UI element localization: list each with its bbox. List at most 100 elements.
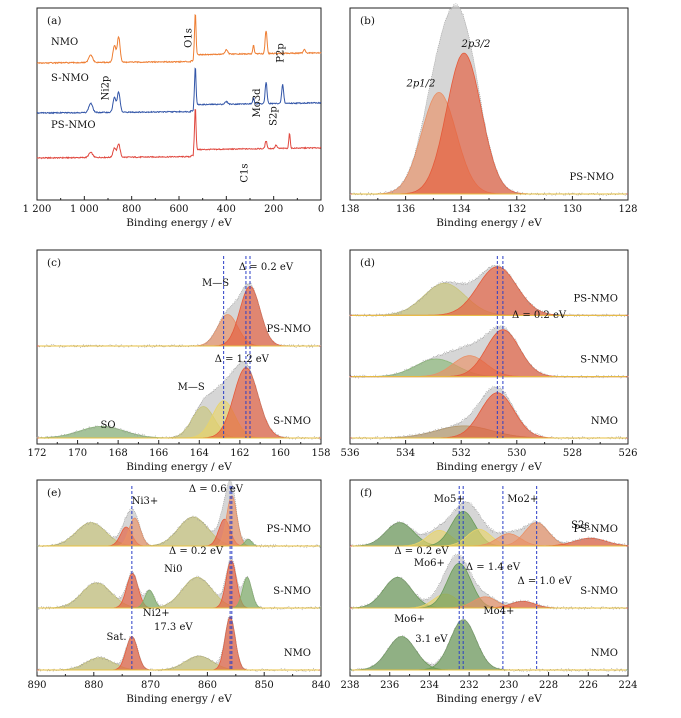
x-tick-label: 170 <box>68 448 87 459</box>
species-label: M—S <box>202 278 229 289</box>
peak-label: Mo3d <box>252 88 263 118</box>
x-tick-label: 236 <box>380 680 399 691</box>
series-label: NMO <box>591 648 618 659</box>
survey-line <box>36 13 322 65</box>
series-label: PS-NMO <box>266 524 311 535</box>
plot-frame <box>36 479 322 677</box>
x-tick-label: 870 <box>141 680 160 691</box>
x-axis-label: Binding energy / eV <box>436 217 542 229</box>
x-tick-label: 224 <box>618 680 637 691</box>
x-axis-label: Binding energy / eV <box>126 217 232 229</box>
species-label: Mo6+ <box>394 614 425 625</box>
series-label: NMO <box>284 648 311 659</box>
series-label: S-NMO <box>580 586 618 597</box>
peak-label: S2p <box>269 106 280 126</box>
species-label: Mo6+ <box>414 558 445 569</box>
x-tick-label: 1 000 <box>70 204 99 215</box>
x-tick-label: 526 <box>618 448 637 459</box>
component-peak <box>350 392 628 439</box>
panel-label: (f) <box>360 487 372 499</box>
component-peak <box>349 266 629 316</box>
x-tick-label: 1 200 <box>23 204 52 215</box>
delta-label: Δ = 1.0 eV <box>518 576 573 587</box>
raw-data <box>349 264 629 318</box>
peak-label: Ni2p <box>100 76 111 101</box>
raw-data <box>36 480 322 549</box>
x-tick-label: 530 <box>507 448 526 459</box>
delta-label: Δ = 1.4 eV <box>466 562 521 573</box>
panel-label: (b) <box>360 15 375 27</box>
series-label: NMO <box>591 416 618 427</box>
raw-data <box>349 618 629 673</box>
component-peak <box>37 367 321 439</box>
x-tick-label: 130 <box>563 204 582 215</box>
series-label: PS-NMO <box>573 293 618 304</box>
series-label: S-NMO <box>51 73 89 84</box>
series-label: S-NMO <box>273 586 311 597</box>
x-tick-label: 234 <box>420 680 439 691</box>
x-axis-label: Binding energy / eV <box>436 693 542 705</box>
series-label: PS-NMO <box>266 324 311 335</box>
x-tick-label: 226 <box>579 680 598 691</box>
peak-label: 2p1/2 <box>406 78 436 89</box>
panel-d: 536 534 532 530 528 526 Binding energy / eV (d)… <box>340 249 638 473</box>
series-label: PS-NMO <box>51 120 96 131</box>
peak-label: P2p <box>276 43 287 63</box>
x-tick-label: 128 <box>618 204 637 215</box>
x-tick-label: 840 <box>311 680 330 691</box>
series-label: S-NMO <box>273 416 311 427</box>
x-tick-label: 166 <box>149 448 168 459</box>
peak-label: C1s <box>240 163 251 182</box>
peak-label: 2p3/2 <box>461 39 491 50</box>
species-label: Ni0 <box>164 564 182 575</box>
panel-c: 172 170 168 166 164 162 160 158 Binding energy /… <box>27 249 331 473</box>
x-tick-label: 600 <box>169 204 188 215</box>
species-label: Ni3+ <box>132 496 159 507</box>
envelope-area <box>37 283 321 346</box>
panel-b: 138 136 134 132 130 128 Binding energy / eV (b)… <box>340 3 638 229</box>
x-axis-label: Binding energy / eV <box>126 461 232 473</box>
species-label: Ni2+ <box>143 608 170 619</box>
x-tick-label: 232 <box>460 680 479 691</box>
delta-label: 17.3 eV <box>154 622 193 633</box>
plot-frame <box>36 249 322 445</box>
x-tick-label: 160 <box>271 448 290 459</box>
delta-label: Δ = 0.6 eV <box>189 484 244 495</box>
x-tick-label: 228 <box>539 680 558 691</box>
x-tick-label: 138 <box>340 204 359 215</box>
survey-line <box>36 108 322 160</box>
x-tick-label: 800 <box>122 204 141 215</box>
x-tick-label: 890 <box>27 680 46 691</box>
delta-label: Δ = 1.2 eV <box>215 354 270 365</box>
raw-data <box>349 553 629 611</box>
x-tick-label: 230 <box>499 680 518 691</box>
species-label: SO <box>100 420 115 431</box>
species-label: Mo4+ <box>483 606 514 617</box>
panel-label: (c) <box>47 257 61 269</box>
species-label: Sat. <box>107 632 127 643</box>
series-label: S-NMO <box>580 355 618 366</box>
x-tick-label: 162 <box>230 448 249 459</box>
x-tick-label: 136 <box>396 204 415 215</box>
x-tick-label: 880 <box>84 680 103 691</box>
x-tick-label: 134 <box>452 204 471 215</box>
peak-label: O1s <box>183 28 194 48</box>
delta-label: Δ = 0.2 eV <box>239 262 294 273</box>
delta-label: Δ = 0.2 eV <box>169 546 224 557</box>
x-tick-label: 400 <box>217 204 236 215</box>
x-tick-label: 850 <box>255 680 274 691</box>
x-tick-label: 528 <box>563 448 582 459</box>
panel-e: 890 880 870 860 850 840 Binding energy / eV (e)… <box>27 479 331 705</box>
x-tick-label: 532 <box>452 448 471 459</box>
raw-data <box>349 325 629 379</box>
x-tick-label: 132 <box>507 204 526 215</box>
species-label: Mo2+ <box>507 494 538 505</box>
raw-data <box>349 385 629 441</box>
x-tick-label: 536 <box>340 448 359 459</box>
panel-label: (e) <box>47 487 61 499</box>
panel-label: (a) <box>47 15 61 27</box>
x-tick-label: 164 <box>190 448 209 459</box>
series-label: NMO <box>51 37 78 48</box>
series-label: PS-NMO <box>573 524 618 535</box>
